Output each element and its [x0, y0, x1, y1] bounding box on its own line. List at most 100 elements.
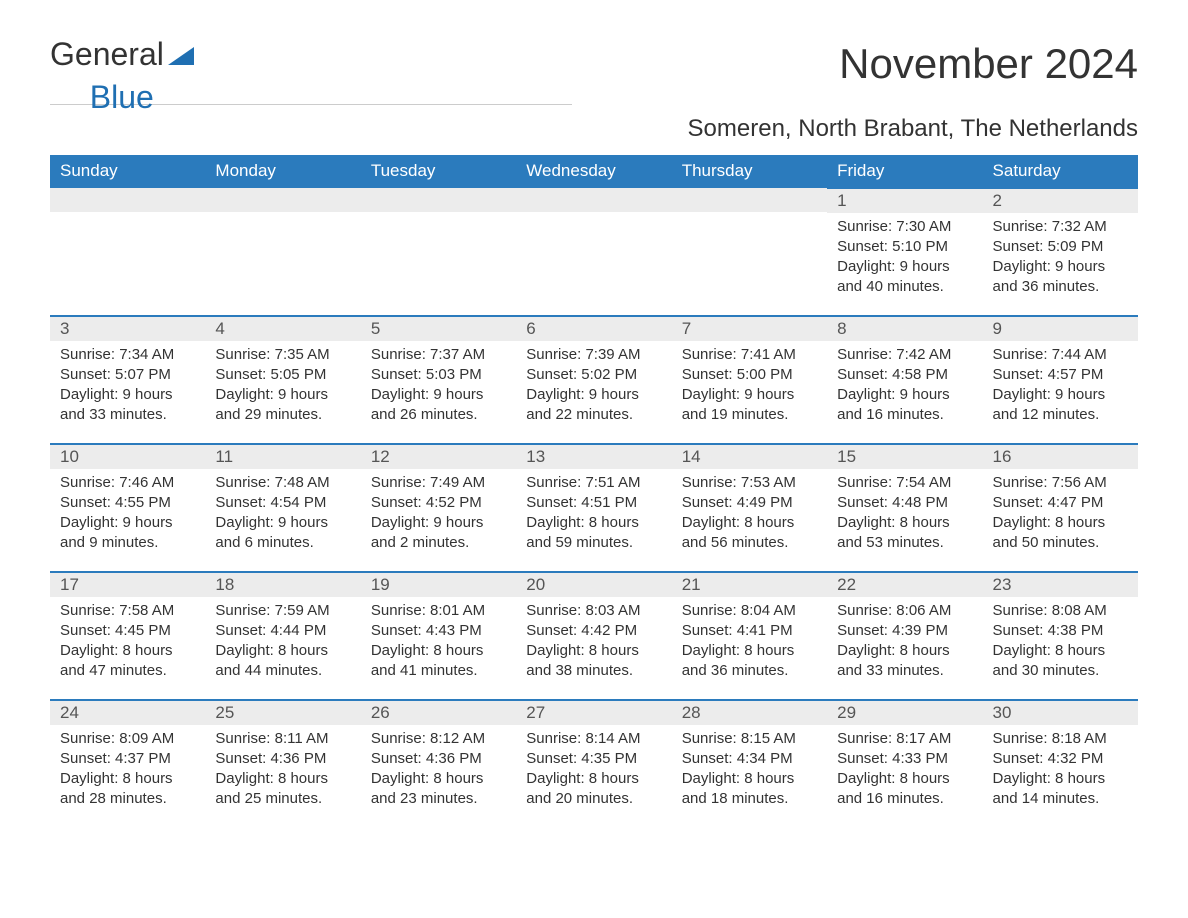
day-number: 17	[50, 573, 205, 597]
daylight-line: Daylight: 9 hours and 6 minutes.	[215, 513, 350, 554]
calendar-empty-cell	[672, 188, 827, 316]
sunset-line: Sunset: 4:33 PM	[837, 749, 972, 769]
day-details: Sunrise: 7:59 AMSunset: 4:44 PMDaylight:…	[205, 597, 360, 690]
sunrise-line: Sunrise: 7:34 AM	[60, 345, 195, 365]
empty-day-number	[205, 188, 360, 212]
day-number: 26	[361, 701, 516, 725]
calendar-week-row: 3 Sunrise: 7:34 AMSunset: 5:07 PM Daylight…	[50, 316, 1138, 444]
day-details: Sunrise: 7:42 AMSunset: 4:58 PMDaylight:…	[827, 341, 982, 434]
daylight-line: Daylight: 8 hours and 56 minutes.	[682, 513, 817, 554]
sunrise-line: Sunrise: 8:14 AM	[526, 729, 661, 749]
sunset-line: Sunset: 4:41 PM	[682, 621, 817, 641]
sunset-line: Sunset: 4:44 PM	[215, 621, 350, 641]
sunset-line: Sunset: 5:00 PM	[682, 365, 817, 385]
sunset-line: Sunset: 4:45 PM	[60, 621, 195, 641]
calendar-day-cell: 5Sunrise: 7:37 AMSunset: 5:03 PMDaylight…	[361, 316, 516, 444]
calendar-week-row: 17Sunrise: 7:58 AMSunset: 4:45 PMDayligh…	[50, 572, 1138, 700]
logo-triangle-icon	[168, 47, 194, 65]
calendar-day-cell: 9Sunrise: 7:44 AMSunset: 4:57 PMDaylight…	[983, 316, 1138, 444]
calendar-day-cell: 18Sunrise: 7:59 AMSunset: 4:44 PMDayligh…	[205, 572, 360, 700]
day-number: 3	[50, 317, 205, 341]
logo: General Blue	[50, 40, 194, 98]
weekday-header: Saturday	[983, 155, 1138, 188]
calendar-day-cell: 16Sunrise: 7:56 AMSunset: 4:47 PMDayligh…	[983, 444, 1138, 572]
calendar-day-cell: 14 Sunrise: 7:53 AMSunset: 4:49 PMDayligh…	[672, 444, 827, 572]
daylight-line: Daylight: 9 hours and 12 minutes.	[993, 385, 1128, 426]
calendar-day-cell: 23Sunrise: 8:08 AMSunset: 4:38 PMDayligh…	[983, 572, 1138, 700]
calendar-day-cell: 1Sunrise: 7:30 AMSunset: 5:10 PMDaylight…	[827, 188, 982, 316]
weekday-header-row: Sunday Monday Tuesday Wednesday Thursday…	[50, 155, 1138, 188]
sunset-line: Sunset: 5:03 PM	[371, 365, 506, 385]
day-details: Sunrise: 8:12 AMSunset: 4:36 PMDaylight:…	[361, 725, 516, 818]
daylight-line: Daylight: 8 hours and 33 minutes.	[837, 641, 972, 682]
daylight-line: Daylight: 8 hours and 41 minutes.	[371, 641, 506, 682]
daylight-line: Daylight: 8 hours and 14 minutes.	[993, 769, 1128, 810]
sunset-line: Sunset: 4:49 PM	[682, 493, 817, 513]
sunrise-line: Sunrise: 8:17 AM	[837, 729, 972, 749]
sunrise-line: Sunrise: 8:06 AM	[837, 601, 972, 621]
day-details: Sunrise: 7:58 AMSunset: 4:45 PMDaylight:…	[50, 597, 205, 690]
calendar-week-row: 10Sunrise: 7:46 AMSunset: 4:55 PMDayligh…	[50, 444, 1138, 572]
location-subtitle: Someren, North Brabant, The Netherlands	[50, 115, 1138, 143]
sunrise-line: Sunrise: 8:03 AM	[526, 601, 661, 621]
daylight-line: Daylight: 9 hours and 26 minutes.	[371, 385, 506, 426]
calendar-day-cell: 20Sunrise: 8:03 AMSunset: 4:42 PMDayligh…	[516, 572, 671, 700]
empty-day-number	[672, 188, 827, 212]
daylight-line: Daylight: 8 hours and 25 minutes.	[215, 769, 350, 810]
calendar-day-cell: 12Sunrise: 7:49 AMSunset: 4:52 PMDayligh…	[361, 444, 516, 572]
calendar-day-cell: 22Sunrise: 8:06 AMSunset: 4:39 PMDayligh…	[827, 572, 982, 700]
calendar-empty-cell	[50, 188, 205, 316]
calendar-day-cell: 13Sunrise: 7:51 AMSunset: 4:51 PMDayligh…	[516, 444, 671, 572]
day-details: Sunrise: 7:56 AMSunset: 4:47 PMDaylight:…	[983, 469, 1138, 562]
day-number: 14	[672, 445, 827, 469]
calendar-day-cell: 29Sunrise: 8:17 AMSunset: 4:33 PMDayligh…	[827, 700, 982, 828]
day-number: 24	[50, 701, 205, 725]
sunrise-line: Sunrise: 7:42 AM	[837, 345, 972, 365]
daylight-line: Daylight: 9 hours and 16 minutes.	[837, 385, 972, 426]
day-number: 2	[983, 189, 1138, 213]
sunrise-line: Sunrise: 8:12 AM	[371, 729, 506, 749]
sunrise-line: Sunrise: 8:15 AM	[682, 729, 817, 749]
calendar-day-cell: 26Sunrise: 8:12 AMSunset: 4:36 PMDayligh…	[361, 700, 516, 828]
sunset-line: Sunset: 4:36 PM	[371, 749, 506, 769]
sunrise-line: Sunrise: 7:53 AM	[682, 473, 817, 493]
page-title: November 2024	[839, 40, 1138, 88]
daylight-line: Daylight: 8 hours and 18 minutes.	[682, 769, 817, 810]
sunset-line: Sunset: 4:48 PM	[837, 493, 972, 513]
day-details: Sunrise: 8:08 AMSunset: 4:38 PMDaylight:…	[983, 597, 1138, 690]
sunset-line: Sunset: 5:10 PM	[837, 237, 972, 257]
day-details: Sunrise: 8:15 AMSunset: 4:34 PMDaylight:…	[672, 725, 827, 818]
day-details: Sunrise: 8:14 AMSunset: 4:35 PMDaylight:…	[516, 725, 671, 818]
sunrise-line: Sunrise: 7:48 AM	[215, 473, 350, 493]
day-number: 27	[516, 701, 671, 725]
sunrise-line: Sunrise: 8:09 AM	[60, 729, 195, 749]
day-details: Sunrise: 7:48 AMSunset: 4:54 PMDaylight:…	[205, 469, 360, 562]
daylight-line: Daylight: 8 hours and 38 minutes.	[526, 641, 661, 682]
sunset-line: Sunset: 4:52 PM	[371, 493, 506, 513]
sunset-line: Sunset: 4:54 PM	[215, 493, 350, 513]
calendar-empty-cell	[205, 188, 360, 316]
day-details: Sunrise: 7:30 AMSunset: 5:10 PMDaylight:…	[827, 213, 982, 306]
daylight-line: Daylight: 8 hours and 28 minutes.	[60, 769, 195, 810]
sunset-line: Sunset: 4:47 PM	[993, 493, 1128, 513]
empty-day-number	[361, 188, 516, 212]
daylight-line: Daylight: 8 hours and 53 minutes.	[837, 513, 972, 554]
calendar-day-cell: 21Sunrise: 8:04 AMSunset: 4:41 PMDayligh…	[672, 572, 827, 700]
sunset-line: Sunset: 4:37 PM	[60, 749, 195, 769]
sunrise-line: Sunrise: 7:58 AM	[60, 601, 195, 621]
calendar-week-row: 1Sunrise: 7:30 AMSunset: 5:10 PMDaylight…	[50, 188, 1138, 316]
sunrise-line: Sunrise: 7:39 AM	[526, 345, 661, 365]
sunset-line: Sunset: 5:07 PM	[60, 365, 195, 385]
day-details: Sunrise: 8:11 AMSunset: 4:36 PMDaylight:…	[205, 725, 360, 818]
sunrise-line: Sunrise: 8:18 AM	[993, 729, 1128, 749]
daylight-line: Daylight: 9 hours and 36 minutes.	[993, 257, 1128, 298]
sunrise-line: Sunrise: 7:46 AM	[60, 473, 195, 493]
day-number: 29	[827, 701, 982, 725]
logo-text-general: General	[50, 40, 164, 69]
sunrise-line: Sunrise: 7:32 AM	[993, 217, 1128, 237]
day-number: 10	[50, 445, 205, 469]
day-number: 1	[827, 189, 982, 213]
sunrise-line: Sunrise: 7:54 AM	[837, 473, 972, 493]
weekday-header: Thursday	[672, 155, 827, 188]
day-details: Sunrise: 7:32 AMSunset: 5:09 PMDaylight:…	[983, 213, 1138, 306]
